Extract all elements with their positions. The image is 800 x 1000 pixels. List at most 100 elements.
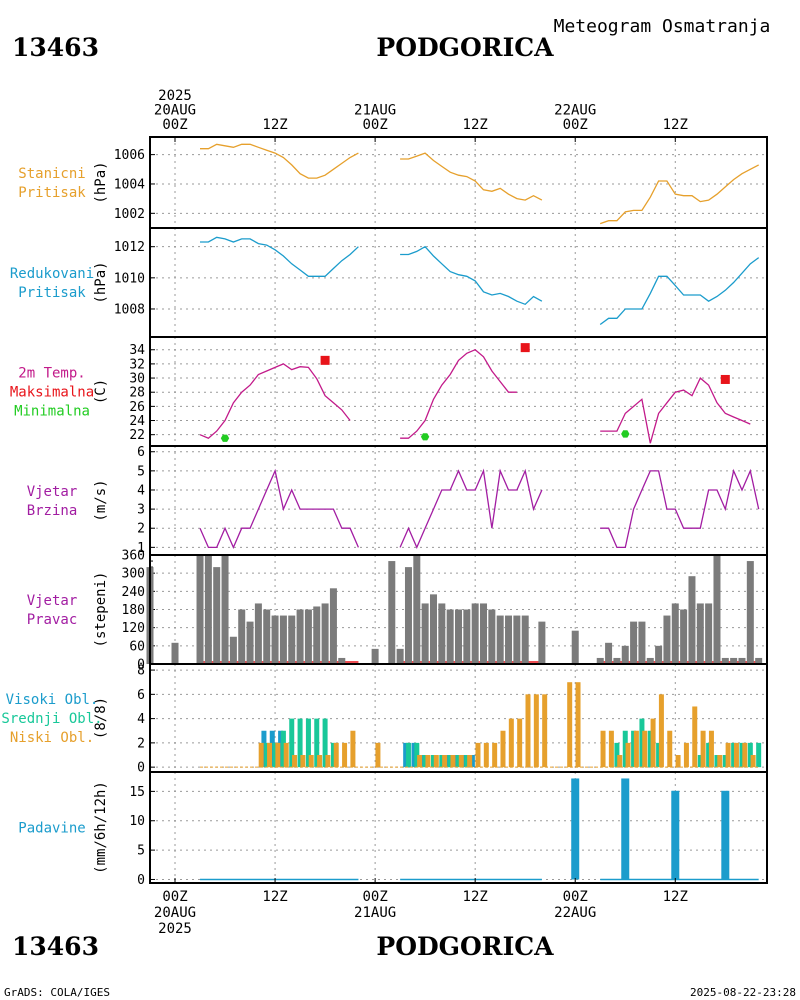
y-tick-label: 6 (137, 445, 145, 460)
direction-bar (488, 609, 496, 664)
cloud-bar (733, 742, 739, 768)
precip-bar (621, 778, 630, 880)
cloud-bar (500, 730, 506, 768)
direction-bar (229, 636, 237, 664)
top-time-label: 12Z (663, 117, 688, 133)
direction-bar (254, 603, 262, 664)
direction-bar (421, 603, 429, 664)
cloud-bar (456, 755, 461, 768)
cloud-bar (447, 755, 453, 768)
panel-label: Vjetar (27, 593, 78, 609)
y-tick-label: 120 (122, 621, 145, 636)
series-line (400, 245, 543, 306)
cloud-bar (330, 742, 336, 768)
direction-bar (671, 603, 679, 664)
bottom-time-label: 21AUG (354, 905, 396, 921)
y-tick-label: 1008 (114, 302, 145, 317)
unit-label: (m/s) (93, 479, 109, 521)
y-tick-label: 180 (122, 603, 145, 618)
cloud-bar (267, 742, 273, 768)
series-line (199, 363, 351, 439)
direction-bar (480, 603, 488, 664)
station-id-top: 13463 (12, 33, 99, 62)
cloud-bar (300, 755, 306, 768)
top-time-label: 22AUG (554, 103, 596, 119)
cloud-bar (261, 730, 267, 768)
cloud-bar (656, 742, 662, 768)
series-line (400, 152, 543, 201)
cloud-bar (375, 742, 381, 768)
series-line (399, 468, 543, 550)
top-time-label: 12Z (262, 117, 287, 133)
y-tick-label: 15 (129, 785, 145, 800)
y-tick-label: 10 (129, 814, 145, 829)
cloud-bar (650, 718, 656, 768)
min-temp-marker (420, 433, 430, 441)
direction-bar (196, 555, 204, 664)
panel-label: Maksimalna (10, 385, 94, 401)
panels: 100210041006(hPa)StanicniPritisak1008101… (1, 136, 768, 888)
direction-bar (471, 603, 479, 664)
direction-bar (204, 555, 212, 664)
y-tick-label: 1 (137, 541, 145, 556)
y-tick-label: 0 (137, 761, 145, 776)
cloud-bar (350, 730, 356, 768)
top-time-label: 00Z (362, 117, 387, 133)
direction-bar (713, 555, 721, 664)
y-tick-label: 24 (129, 414, 145, 429)
cloud-bar (533, 694, 539, 768)
cloud-bar (275, 742, 281, 768)
cloud-bar (639, 718, 645, 768)
cloud-bar (419, 755, 425, 768)
y-tick-label: 2 (137, 522, 145, 537)
max-temp-marker (320, 355, 330, 365)
y-tick-label: 1010 (114, 271, 145, 286)
cloud-bar (622, 730, 628, 768)
direction-bar (521, 615, 529, 664)
cloud-bar (308, 755, 314, 768)
direction-bar (638, 621, 646, 664)
panel-frame (149, 445, 768, 556)
panel-frame (149, 771, 768, 884)
cloud-bar (608, 730, 614, 768)
panel-reduced-pressure: 1008 1010 1012 (hPa)Redukovani Pritisak (10, 227, 768, 338)
unit-label: (hPa) (93, 161, 109, 203)
cloud-bar (280, 730, 286, 768)
cloud-bar (706, 742, 712, 768)
direction-bar (413, 555, 421, 664)
direction-bar (338, 657, 346, 664)
y-tick-label: 28 (129, 386, 145, 401)
direction-bar (438, 603, 446, 664)
series-line (199, 468, 359, 550)
direction-bar (680, 609, 688, 664)
direction-bar (313, 606, 321, 664)
cloud-bar (461, 755, 467, 768)
cloud-bar (517, 718, 523, 768)
top-time-label: 12Z (463, 117, 488, 133)
cloud-bar (700, 730, 706, 768)
panel-label: 2m Temp. (18, 366, 85, 382)
cloud-bar (297, 718, 303, 768)
cloud-bar (292, 755, 298, 768)
cloud-bar (642, 730, 648, 768)
y-tick-label: 4 (137, 712, 145, 727)
panel-label: Pritisak (18, 285, 86, 301)
cloud-bar (675, 755, 681, 768)
cloud-bar (475, 742, 481, 768)
direction-bar (279, 615, 287, 664)
y-tick-label: 1012 (114, 240, 145, 255)
cloud-bar (739, 742, 745, 768)
direction-bar (246, 621, 254, 664)
y-tick-label: 300 (122, 567, 145, 582)
direction-bar (738, 657, 746, 664)
y-tick-label: 22 (129, 428, 145, 443)
cloud-bar (575, 682, 581, 768)
cloud-bar (614, 742, 620, 768)
y-tick-label: 5 (137, 844, 145, 859)
direction-bar (721, 657, 729, 664)
panel-label: Vjetar (27, 484, 78, 500)
series-line (200, 143, 359, 179)
